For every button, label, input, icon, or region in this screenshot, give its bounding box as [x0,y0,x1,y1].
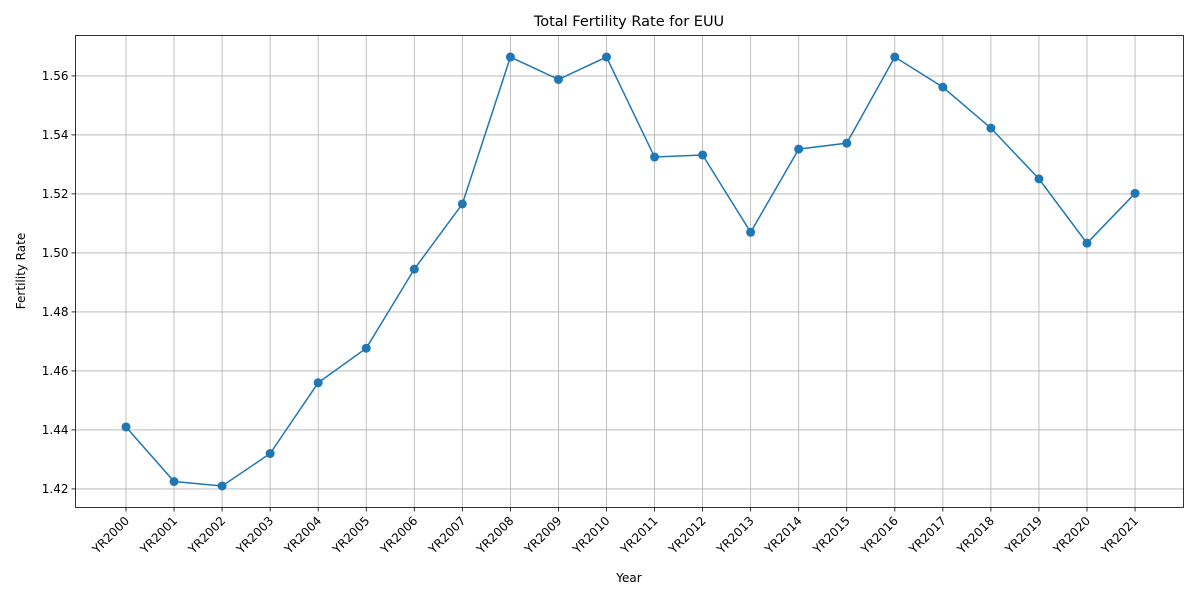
data-point [842,138,852,148]
x-tick-label: YR2008 [473,514,516,557]
data-point [1082,238,1092,248]
data-point [986,123,996,133]
data-point [746,227,756,237]
x-tick-label: YR2003 [233,514,276,557]
x-tick-label: YR2020 [1050,514,1093,557]
y-tick-label: 1.44 [42,423,69,437]
data-point [553,74,563,84]
data-point [1130,188,1140,198]
plot-frame [75,35,1184,508]
data-point [1034,174,1044,184]
data-point [890,52,900,62]
data-point [121,422,131,432]
chart-title: Total Fertility Rate for EUU [533,14,724,30]
y-tick-label: 1.56 [42,69,69,83]
data-point [361,343,371,353]
grid [75,35,1184,508]
x-axis-label: Year [615,571,641,585]
data-point [217,481,227,491]
x-axis-ticks: YR2000 YR2001 YR2002 YR2003 YR2004 YR2005 YR20… [89,507,1141,557]
x-tick-label: YR2013 [713,514,756,557]
x-tick-label: YR2004 [281,514,324,557]
y-tick-label: 1.42 [42,482,69,496]
x-tick-label: YR2006 [377,514,420,557]
y-tick-label: 1.46 [42,364,69,378]
x-tick-label: YR2007 [425,514,468,557]
y-tick-label: 1.54 [42,128,69,142]
x-tick-label: YR2011 [617,514,660,557]
y-axis-label: Fertility Rate [14,233,28,309]
y-tick-label: 1.50 [42,246,69,260]
data-point [409,264,419,274]
data-point [265,449,275,459]
x-tick-label: YR2017 [906,514,949,557]
data-point [169,477,179,487]
x-tick-label: YR2015 [810,514,853,557]
data-point [698,150,708,160]
x-tick-label: YR2019 [1002,514,1045,557]
data-point [938,82,948,92]
data-point [602,52,611,62]
y-tick-label: 1.52 [42,187,69,201]
x-tick-label: YR2012 [665,514,708,557]
series-line [125,55,1136,487]
y-tick-label: 1.48 [42,305,69,319]
series-layer [121,52,1140,491]
x-tick-label: YR2000 [89,514,132,557]
x-tick-label: YR2005 [329,514,372,557]
x-tick-label: YR2016 [858,514,901,557]
data-point [313,378,323,388]
data-point [505,52,515,62]
y-axis-ticks: 1.42 1.44 1.46 1.48 1.50 1.52 1.54 1.56 [42,69,76,496]
x-tick-label: YR2009 [521,514,564,557]
data-point [650,152,660,162]
data-point [457,199,467,209]
x-tick-label: YR2002 [185,514,228,557]
x-tick-label: YR2001 [137,514,180,557]
x-tick-label: YR2010 [569,514,612,557]
data-point [794,144,804,154]
x-tick-label: YR2014 [762,514,805,557]
x-tick-label: YR2021 [1098,514,1141,557]
x-tick-label: YR2018 [954,514,997,557]
